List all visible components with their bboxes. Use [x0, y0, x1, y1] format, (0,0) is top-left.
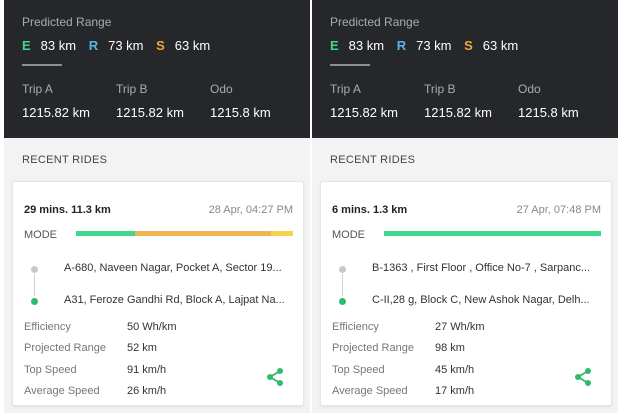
ride-mode-letter: R: [396, 38, 407, 53]
odometer-label: Odo: [518, 82, 541, 96]
trip-b: Trip B 1215.82 km: [116, 82, 210, 120]
mode-label: MODE: [332, 229, 365, 241]
ride-card-header: 6 mins. 1.3 km 27 Apr, 07:48 PM: [332, 204, 601, 216]
trip-b-label: Trip B: [424, 82, 456, 96]
share-icon[interactable]: [573, 367, 593, 387]
predicted-range-label: Predicted Range: [22, 15, 112, 29]
stat-label: Top Speed: [332, 363, 385, 376]
trip-a-label: Trip A: [330, 82, 361, 96]
ride-datetime: 27 Apr, 07:48 PM: [516, 204, 601, 216]
mode-segment: [76, 231, 135, 236]
ride-stats: Efficiency 27 Wh/km Projected Range 98 k…: [332, 316, 485, 402]
mode-segment: [271, 231, 293, 236]
end-point-icon: [31, 298, 38, 305]
mode-label: MODE: [24, 229, 57, 241]
stat-label: Projected Range: [24, 342, 106, 355]
ride-stats: Efficiency 50 Wh/km Projected Range 52 k…: [24, 316, 177, 402]
trip-a: Trip A 1215.82 km: [22, 82, 116, 120]
trip-a-label: Trip A: [22, 82, 53, 96]
ride-card-header: 29 mins. 11.3 km 28 Apr, 04:27 PM: [24, 204, 293, 216]
eco-range-value: 83 km: [40, 38, 77, 53]
mode-segment: [384, 231, 601, 236]
stat-efficiency: Efficiency 27 Wh/km: [332, 316, 485, 338]
mode-breakdown-bar: [384, 231, 601, 236]
stat-top-speed: Top Speed 91 km/h: [24, 359, 177, 381]
stat-label: Projected Range: [332, 342, 414, 355]
sport-mode-letter: S: [464, 38, 473, 53]
odometer: Odo 1215.8 km: [518, 82, 612, 120]
trip-a-value: 1215.82 km: [330, 105, 398, 120]
ride-card[interactable]: 29 mins. 11.3 km 28 Apr, 04:27 PM MODE A…: [12, 181, 304, 406]
route-connector: [342, 274, 343, 296]
sport-range-value: 63 km: [174, 38, 211, 53]
ride-mode-letter: R: [88, 38, 99, 53]
stat-label: Top Speed: [24, 363, 77, 376]
sport-range-value: 63 km: [482, 38, 519, 53]
trip-meters: Trip A 1215.82 km Trip B 1215.82 km Odo …: [330, 82, 612, 120]
stat-value: 27 Wh/km: [435, 320, 485, 333]
ride-range-value: 73 km: [108, 38, 144, 53]
eco-mode-letter: E: [330, 38, 339, 53]
stat-label: Efficiency: [24, 320, 71, 333]
mode-segment: [134, 231, 272, 236]
route-connector: [34, 274, 35, 296]
start-point-icon: [31, 266, 38, 273]
stat-projected-range: Projected Range 98 km: [332, 338, 485, 360]
odometer-value: 1215.8 km: [518, 105, 579, 120]
stat-top-speed: Top Speed 45 km/h: [332, 359, 485, 381]
odometer-label: Odo: [210, 82, 233, 96]
stat-value: 26 km/h: [127, 385, 167, 398]
start-point-icon: [339, 266, 346, 273]
stat-value: 45 km/h: [435, 363, 475, 376]
predicted-range-label: Predicted Range: [330, 15, 420, 29]
divider: [330, 64, 370, 66]
ride-datetime: 28 Apr, 04:27 PM: [208, 204, 293, 216]
stat-value: 50 Wh/km: [127, 320, 177, 333]
predicted-range-modes: E 83 km R 73 km S 63 km: [22, 38, 219, 53]
stat-value: 17 km/h: [435, 385, 475, 398]
ride-duration-distance: 29 mins. 11.3 km: [24, 204, 111, 216]
trip-meters: Trip A 1215.82 km Trip B 1215.82 km Odo …: [22, 82, 304, 120]
sport-mode-letter: S: [156, 38, 165, 53]
stat-value: 52 km: [127, 342, 157, 355]
trip-b-value: 1215.82 km: [116, 105, 184, 120]
trip-a-value: 1215.82 km: [22, 105, 90, 120]
ride-card[interactable]: 6 mins. 1.3 km 27 Apr, 07:48 PM MODE B-1…: [320, 181, 612, 406]
ride-duration-distance: 6 mins. 1.3 km: [332, 204, 408, 216]
trip-a: Trip A 1215.82 km: [330, 82, 424, 120]
trip-b-value: 1215.82 km: [424, 105, 492, 120]
share-icon[interactable]: [265, 367, 285, 387]
predicted-range-modes: E 83 km R 73 km S 63 km: [330, 38, 527, 53]
stat-average-speed: Average Speed 26 km/h: [24, 381, 177, 403]
mode-breakdown-bar: [76, 231, 293, 236]
stat-projected-range: Projected Range 52 km: [24, 338, 177, 360]
stat-value: 91 km/h: [127, 363, 167, 376]
divider: [22, 64, 62, 66]
recent-rides-heading: RECENT RIDES: [330, 154, 416, 166]
end-address: C-II,28 g, Block C, New Ashok Nagar, Del…: [372, 294, 590, 306]
stat-label: Average Speed: [24, 385, 100, 398]
end-address: A31, Feroze Gandhi Rd, Block A, Lajpat N…: [64, 294, 285, 306]
odometer-value: 1215.8 km: [210, 105, 271, 120]
eco-range-value: 83 km: [348, 38, 385, 53]
odometer: Odo 1215.8 km: [210, 82, 304, 120]
stat-average-speed: Average Speed 17 km/h: [332, 381, 485, 403]
start-address: B-1363 , First Floor , Office No-7 , Sar…: [372, 262, 591, 274]
ride-screen-left: Predicted Range E 83 km R 73 km S 63 km Tri…: [4, 0, 310, 413]
recent-rides-heading: RECENT RIDES: [22, 154, 108, 166]
ride-range-value: 73 km: [416, 38, 452, 53]
stat-efficiency: Efficiency 50 Wh/km: [24, 316, 177, 338]
end-point-icon: [339, 298, 346, 305]
stat-value: 98 km: [435, 342, 465, 355]
eco-mode-letter: E: [22, 38, 31, 53]
ride-screen-right: Predicted Range E 83 km R 73 km S 63 km Tri…: [312, 0, 618, 413]
start-address: A-680, Naveen Nagar, Pocket A, Sector 19…: [64, 262, 282, 274]
vehicle-stats-header: Predicted Range E 83 km R 73 km S 63 km Tri…: [312, 0, 618, 138]
trip-b: Trip B 1215.82 km: [424, 82, 518, 120]
trip-b-label: Trip B: [116, 82, 148, 96]
stat-label: Average Speed: [332, 385, 408, 398]
stat-label: Efficiency: [332, 320, 379, 333]
vehicle-stats-header: Predicted Range E 83 km R 73 km S 63 km Tri…: [4, 0, 310, 138]
